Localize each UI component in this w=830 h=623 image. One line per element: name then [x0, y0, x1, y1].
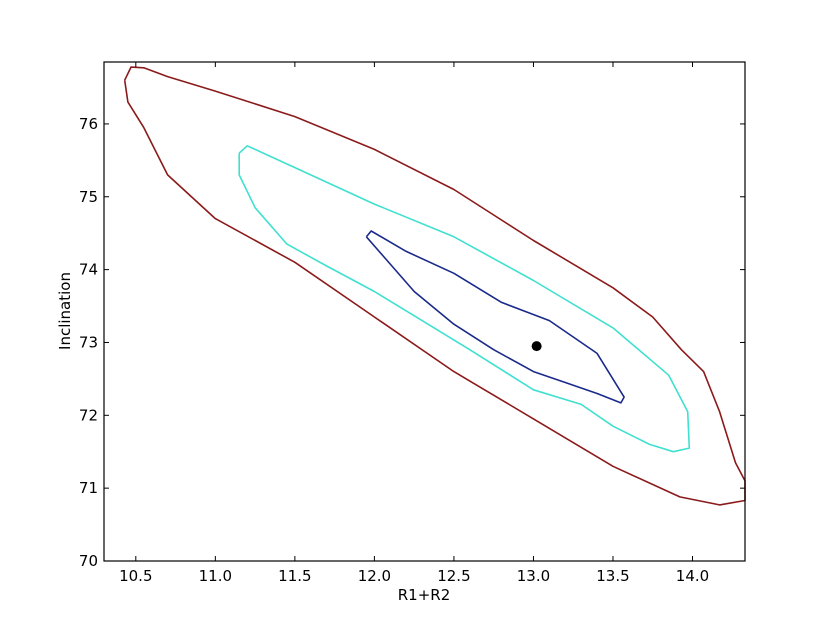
- x-axis-ticks: 10.5 11.0 11.5 12.0 12.5 13.0 13.5 14.0: [119, 62, 709, 585]
- y-tick-label: 73: [79, 333, 98, 351]
- x-tick-label: 13.0: [517, 567, 550, 585]
- contour-level-3: [365, 230, 625, 404]
- contour-level-1: [123, 66, 746, 506]
- contour-lines: [123, 66, 746, 506]
- x-tick-label: 14.0: [676, 567, 709, 585]
- y-tick-label: 70: [79, 552, 98, 570]
- y-tick-label: 71: [79, 479, 98, 497]
- y-axis-label: Inclination: [56, 272, 74, 350]
- x-tick-label: 10.5: [119, 567, 152, 585]
- x-tick-label: 11.0: [199, 567, 232, 585]
- best-fit-marker: [531, 341, 542, 352]
- y-tick-label: 72: [79, 406, 98, 424]
- y-tick-label: 75: [79, 188, 98, 206]
- y-axis-ticks: 70 71 72 73 74 75 76: [79, 115, 745, 570]
- x-tick-label: 11.5: [278, 567, 311, 585]
- contour-level-2: [238, 145, 691, 453]
- y-tick-label: 74: [79, 261, 98, 279]
- x-axis-label: R1+R2: [398, 586, 451, 604]
- y-tick-label: 76: [79, 115, 98, 133]
- plot-frame: [103, 61, 746, 562]
- x-tick-label: 13.5: [596, 567, 629, 585]
- x-tick-label: 12.5: [437, 567, 470, 585]
- x-tick-label: 12.0: [358, 567, 391, 585]
- best-fit-point: [531, 341, 542, 352]
